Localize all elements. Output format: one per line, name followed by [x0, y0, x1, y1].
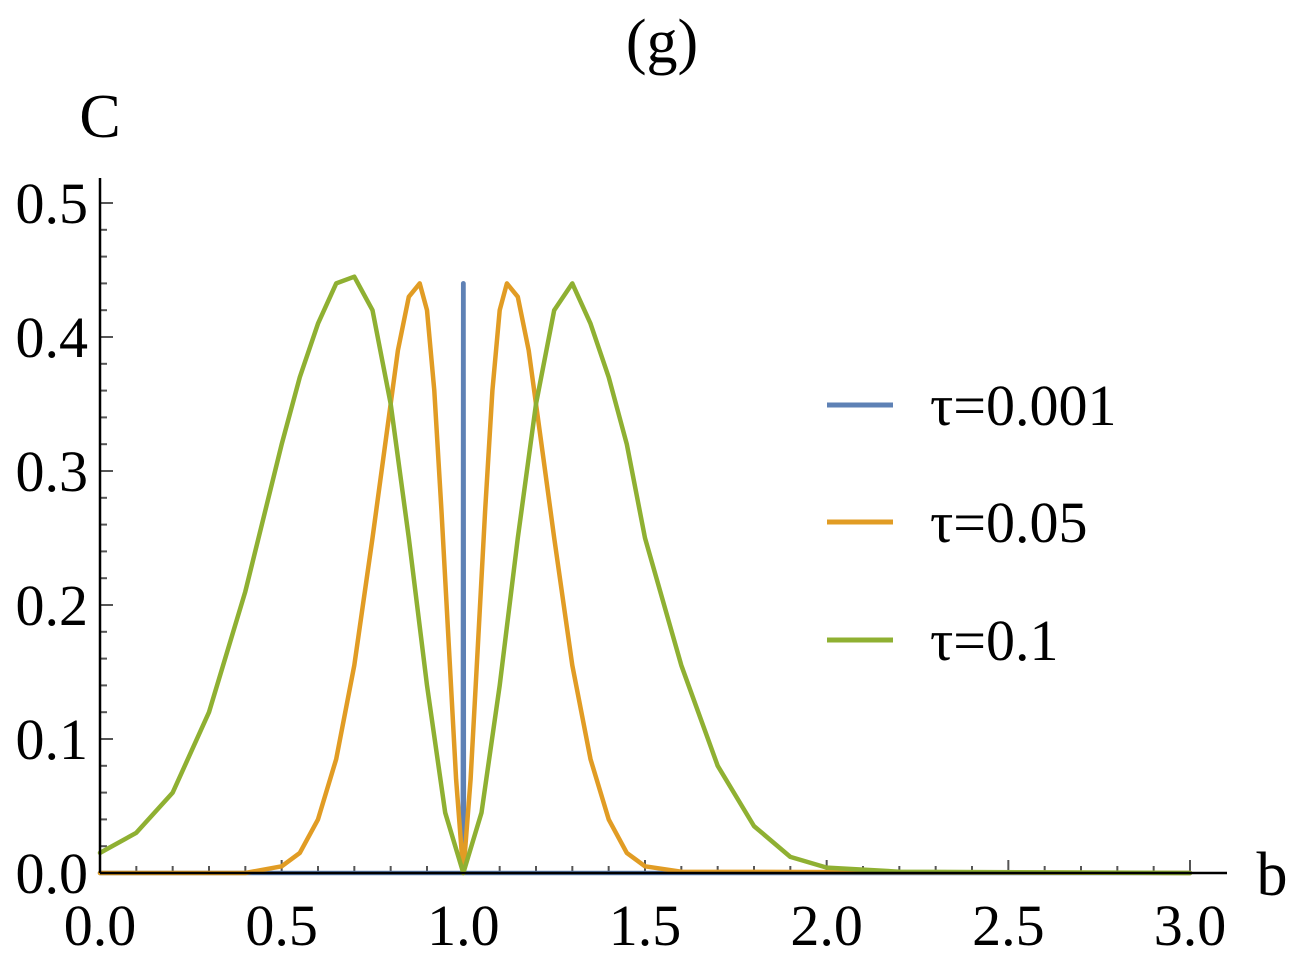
legend-label-2: τ=0.1: [930, 608, 1059, 673]
chart-title: (g): [626, 8, 698, 76]
x-tick-label: 1.5: [609, 893, 682, 953]
y-tick-label: 0.5: [16, 171, 89, 236]
x-tick-label: 2.5: [972, 893, 1045, 953]
legend-label-1: τ=0.05: [930, 490, 1088, 555]
x-tick-label: 0.5: [245, 893, 318, 953]
series-line-2: [97, 274, 1193, 876]
legend: τ=0.001 τ=0.05 τ=0.1: [827, 373, 1117, 673]
y-tick-label: 0.0: [16, 841, 89, 906]
x-tick-label: 1.0: [427, 893, 500, 953]
y-tick-label: 0.2: [16, 573, 89, 638]
axis-ticks: 0.0 0.5 1.0 1.5 2.0 2.5 3.0 0.0 0.1 0.2 0.3 0.4 0.5: [16, 171, 1227, 953]
x-tick-label: 2.0: [790, 893, 863, 953]
x-tick-label: 3.0: [1154, 893, 1227, 953]
x-tick-label: 0.0: [64, 893, 137, 953]
axes: [98, 178, 1227, 875]
y-tick-label: 0.4: [16, 305, 89, 370]
y-axis-label: C: [79, 83, 120, 151]
legend-label-0: τ=0.001: [930, 373, 1117, 438]
x-axis-label: b: [1257, 841, 1288, 909]
series-line-0: [97, 281, 1193, 876]
series-line-1: [97, 281, 1193, 876]
y-tick-label: 0.1: [16, 707, 89, 772]
plot-area: [97, 274, 1193, 876]
y-tick-label: 0.3: [16, 439, 89, 504]
